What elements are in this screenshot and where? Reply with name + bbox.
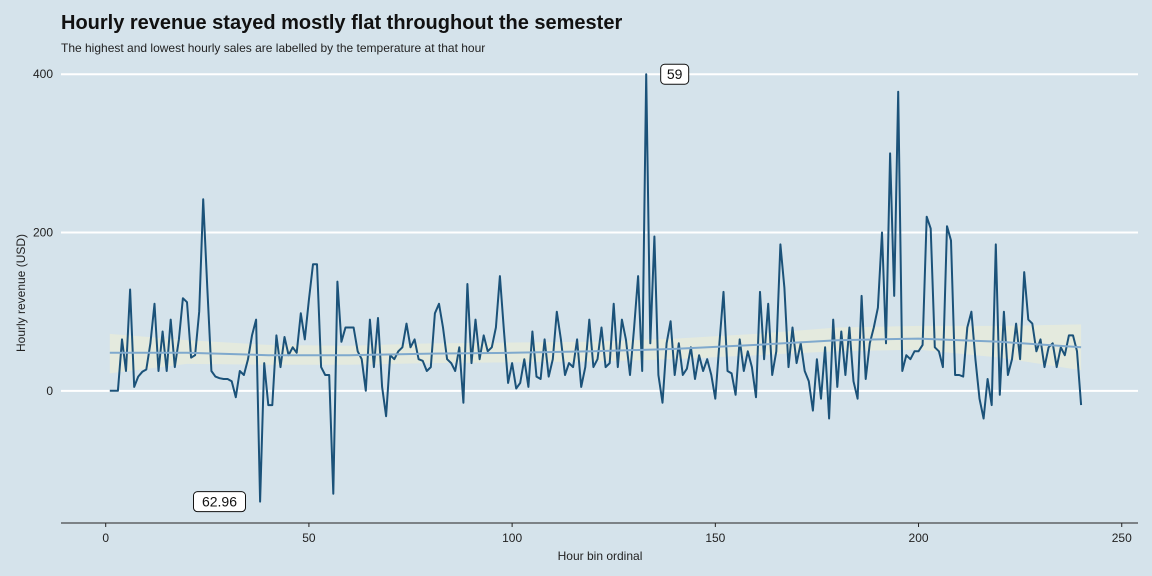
x-tick-label: 250 [1112,531,1132,545]
x-tick-label: 50 [302,531,316,545]
smooth-confidence-band [109,324,1082,374]
series-line-revenue [109,73,1083,503]
annotation-box [193,491,247,513]
x-tick-label: 150 [705,531,725,545]
chart-subtitle: The highest and lowest hourly sales are … [61,41,486,55]
confidence-band [109,324,1082,374]
annotation-text: 62.96 [202,494,237,510]
smooth-trend-line [109,337,1082,357]
annotation-label: 62.96 [193,491,247,513]
gridlines [61,73,1138,392]
y-axis-title: Hourly revenue (USD) [14,234,28,352]
annotation-label: 59 [660,63,690,85]
annotation-text: 59 [667,66,683,82]
y-tick-label: 200 [33,226,53,240]
chart-title: Hourly revenue stayed mostly flat throug… [61,12,623,34]
axes: 0 200 400 0 50 100 150 200 250 [33,67,1138,545]
annotation-box [660,63,690,85]
annotations: 59 62.96 [193,63,690,513]
x-axis-title: Hour bin ordinal [558,549,643,563]
x-tick-label: 200 [909,531,929,545]
smooth-layer [109,337,1082,357]
series-layer [109,73,1083,503]
x-tick-label: 100 [502,531,522,545]
x-tick-label: 0 [102,531,109,545]
y-tick-label: 0 [46,384,53,398]
y-tick-label: 400 [33,67,53,81]
